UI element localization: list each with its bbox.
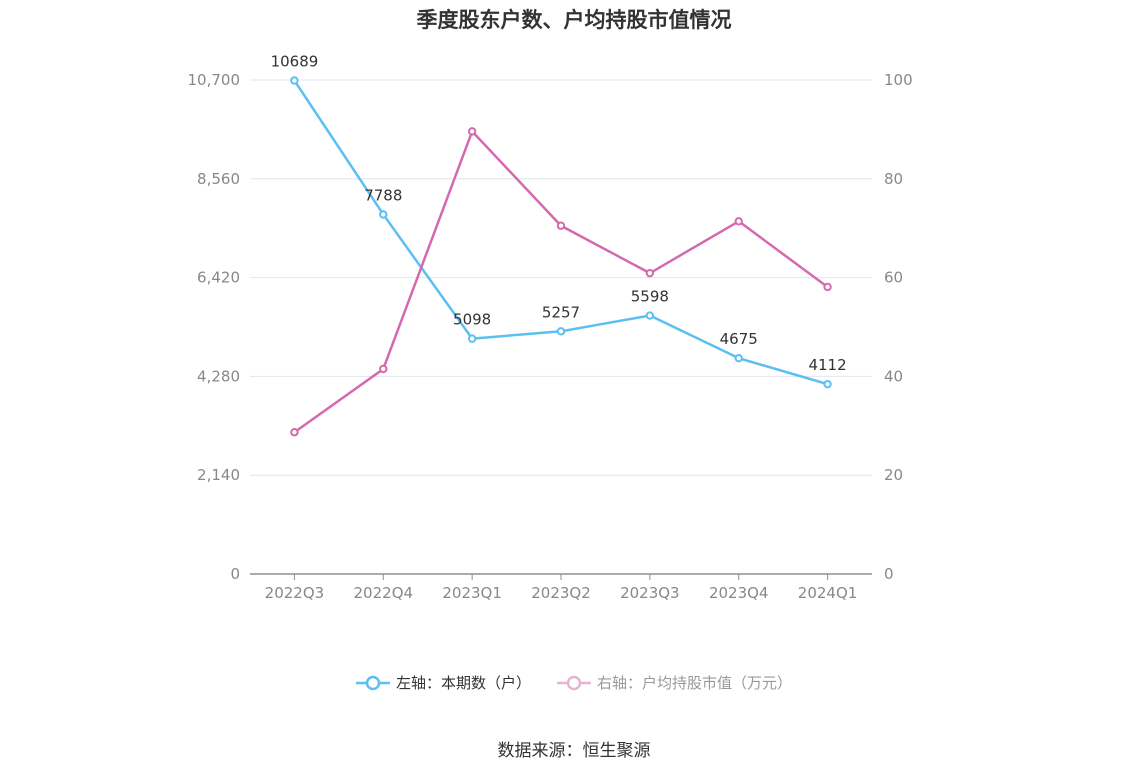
legend-line-icon: [557, 675, 591, 690]
left-axis-tick-label: 2,140: [197, 466, 240, 484]
data-point: [556, 327, 566, 336]
right-axis-tick-label: 0: [884, 565, 894, 583]
data-label: 4112: [808, 356, 846, 374]
data-point: [290, 428, 299, 437]
data-point: [290, 76, 299, 85]
data-point: [823, 379, 832, 389]
right-axis-tick-label: 100: [884, 71, 913, 89]
data-label: 4675: [720, 330, 758, 348]
chart-title: 季度股东户数、户均持股市值情况: [416, 8, 732, 32]
legend-line-icon: [355, 675, 390, 690]
data-point: [645, 268, 655, 278]
x-axis-tick-label: 2022Q4: [354, 584, 414, 602]
data-point: [823, 282, 832, 292]
x-axis-tick-label: 2023Q3: [620, 584, 680, 602]
left-axis-tick-label: 0: [230, 565, 240, 583]
left-axis-tick-label: 4,280: [197, 367, 240, 385]
data-label: 5598: [631, 288, 669, 306]
legend-item-households[interactable]: 左轴：本期数（户）: [355, 672, 531, 693]
left-axis-tick-label: 10,700: [188, 71, 241, 89]
data-point: [379, 210, 388, 219]
legend: 左轴：本期数（户） 右轴：户均持股市值（万元）: [0, 672, 1148, 693]
data-point: [467, 127, 477, 136]
data-point: [734, 217, 743, 226]
data-label: 5257: [542, 303, 580, 321]
x-axis-tick-label: 2022Q3: [265, 584, 325, 602]
x-axis-tick-label: 2023Q2: [531, 584, 591, 602]
series-line-2: [293, 130, 829, 434]
left-axis-tick-label: 6,420: [197, 269, 240, 287]
data-point: [645, 311, 655, 320]
x-axis-tick-label: 2023Q1: [442, 584, 502, 602]
data-point: [734, 353, 743, 363]
data-source: 数据来源：恒生聚源: [497, 741, 651, 761]
legend-item-avg-value[interactable]: 右轴：户均持股市值（万元）: [557, 672, 792, 693]
data-point: [467, 334, 477, 343]
data-label: 7788: [364, 186, 402, 204]
data-label: 5098: [453, 311, 491, 329]
legend-label: 左轴：本期数（户）: [395, 674, 531, 692]
x-axis-tick-label: 2023Q4: [709, 584, 769, 602]
data-label: 10689: [271, 53, 319, 71]
right-axis-tick-label: 20: [884, 466, 903, 484]
right-axis-tick-label: 60: [884, 269, 903, 287]
data-point: [379, 364, 388, 374]
x-axis-tick-label: 2024Q1: [798, 584, 858, 602]
right-axis-tick-label: 40: [884, 367, 903, 385]
legend-label: 右轴：户均持股市值（万元）: [597, 674, 793, 692]
data-point: [556, 221, 566, 230]
left-axis-tick-label: 8,560: [197, 170, 240, 188]
right-axis-tick-label: 80: [884, 170, 903, 188]
